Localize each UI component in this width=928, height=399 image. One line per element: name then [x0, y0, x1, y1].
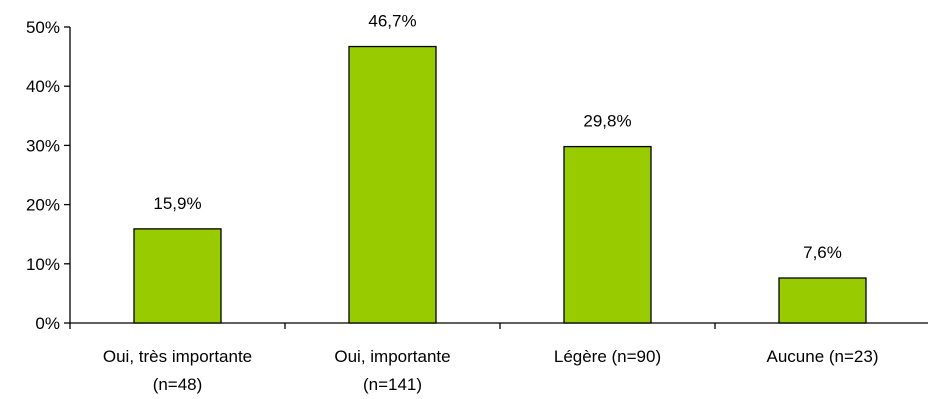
- category-label: Aucune (n=23): [767, 347, 879, 366]
- data-labels: 15,9% 46,7% 29,8% 7,6%: [153, 12, 841, 262]
- bar: [563, 145, 652, 324]
- category-label: (n=48): [153, 375, 203, 394]
- bar: [348, 45, 437, 324]
- bars: [133, 45, 867, 324]
- category-label: (n=141): [363, 375, 422, 394]
- category-label: Oui, très importante: [103, 347, 252, 366]
- data-label: 7,6%: [803, 243, 842, 262]
- y-tick-label: 20%: [26, 196, 60, 215]
- bar: [778, 277, 867, 324]
- category-label: Légère (n=90): [554, 347, 661, 366]
- data-label: 46,7%: [368, 12, 416, 31]
- x-axis: [69, 322, 928, 329]
- category-label: Oui, importante: [334, 347, 450, 366]
- y-tick-label: 30%: [26, 136, 60, 155]
- y-axis: 0% 10% 20% 30% 40% 50%: [26, 18, 71, 333]
- y-tick-label: 10%: [26, 255, 60, 274]
- category-labels: Oui, très importante (n=48) Oui, important…: [103, 347, 879, 394]
- data-label: 15,9%: [153, 194, 201, 213]
- y-tick-label: 0%: [35, 314, 60, 333]
- bar: [133, 228, 222, 324]
- y-tick-label: 50%: [26, 18, 60, 37]
- y-tick-label: 40%: [26, 77, 60, 96]
- data-label: 29,8%: [583, 112, 631, 131]
